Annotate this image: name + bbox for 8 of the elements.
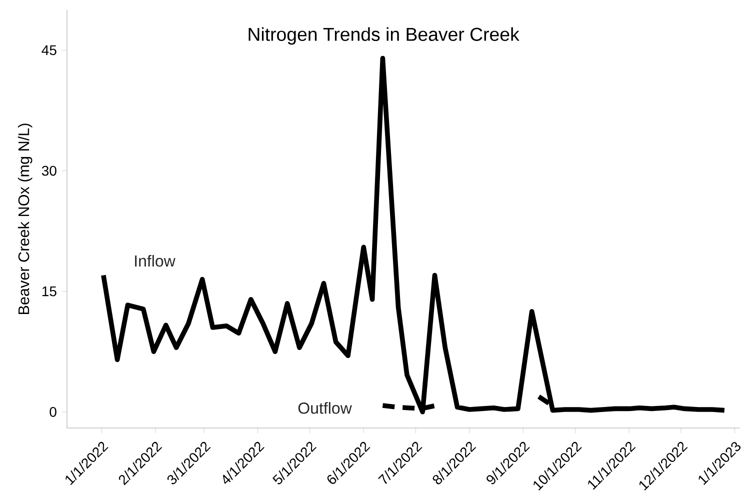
y-tick-label: 30 (42, 166, 56, 176)
annotation: Inflow (135, 254, 176, 267)
text: Nitrogen Trends in Beaver Creek (248, 27, 520, 45)
y-tick-label: 15 (42, 286, 56, 296)
y-axis-title: Beaver Creek NOx (mg N/L) (18, 124, 32, 314)
y-tick-label: 0 (50, 406, 56, 417)
y-tick-label: 45 (42, 45, 56, 56)
annotation: Outflow (298, 402, 352, 414)
